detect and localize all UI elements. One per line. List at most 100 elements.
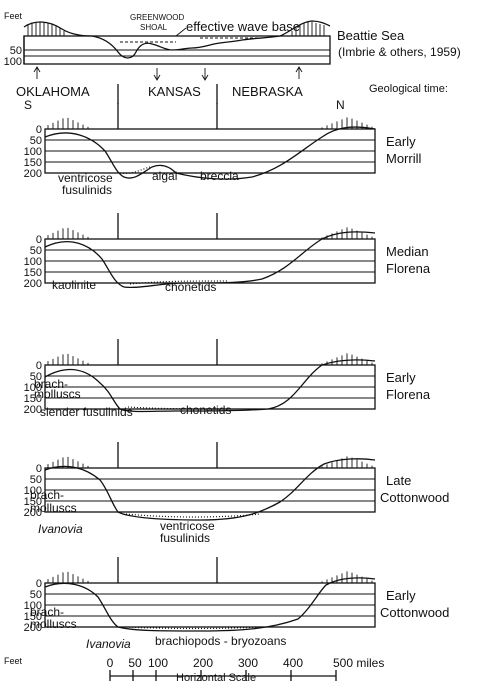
state-header: OKLAHOMA KANSAS NEBRASKA S N Geological …: [16, 83, 448, 112]
scale-tick-400: 400: [283, 656, 303, 670]
depth-tick-0: 0: [36, 360, 42, 372]
top-depth-100: 100: [4, 56, 22, 68]
geological-time-1: Early: [386, 588, 416, 603]
effective-wave-base-label: effective wave base: [186, 19, 300, 34]
scale-tick-200: 200: [193, 656, 213, 670]
top-sea-floor-profile: [23, 20, 331, 59]
geological-time-2: Florena: [386, 261, 431, 276]
facies-label: algal: [152, 169, 177, 183]
facies-label: slender fusulinids: [40, 405, 133, 419]
depth-tick-150: 150: [24, 611, 42, 623]
depth-tick-100: 100: [24, 485, 42, 497]
horizontal-scale: Feet 0 50 100 200 300 400 500 miles Hori…: [4, 656, 384, 684]
geological-time-2: Cottonwood: [380, 490, 449, 505]
facies-label: brach-: [30, 605, 64, 619]
facies-label: kaolinite: [52, 278, 96, 292]
depth-tick-50: 50: [30, 371, 42, 383]
facies-label: ventricose: [160, 519, 215, 533]
bottom-feet-label: Feet: [4, 656, 23, 666]
land-hatching: [47, 353, 373, 365]
direction-north: N: [336, 98, 345, 112]
facies-label: fusulinids: [160, 531, 210, 545]
depth-tick-100: 100: [24, 146, 42, 158]
facies-label: Ivanovia: [86, 637, 131, 651]
beattie-sea-source: (Imbrie & others, 1959): [338, 45, 461, 59]
state-kansas: KANSAS: [148, 84, 201, 99]
geological-time-1: Median: [386, 244, 429, 259]
depth-tick-100: 100: [24, 382, 42, 394]
land-hatching: [47, 456, 373, 468]
top-profile: Feet 50 100 GREENWOOD SHOAL effective wa…: [4, 11, 461, 81]
facies-label: brach-: [30, 488, 64, 502]
facies-label: brachiopods - bryozoans: [155, 634, 286, 648]
scale-tick-100: 100: [148, 656, 168, 670]
facies-boundary: [125, 513, 261, 518]
facies-boundary: [129, 280, 229, 285]
depth-tick-100: 100: [24, 600, 42, 612]
scale-tick-300: 300: [238, 656, 258, 670]
depth-tick-150: 150: [24, 267, 42, 279]
depth-tick-50: 50: [30, 245, 42, 257]
top-depth-50: 50: [10, 45, 22, 57]
depth-tick-0: 0: [36, 463, 42, 475]
greenwood-shoal-label-2: SHOAL: [140, 23, 168, 32]
land-hatching: [47, 227, 373, 239]
depth-tick-50: 50: [30, 135, 42, 147]
scale-tick-0: 0: [107, 656, 114, 670]
direction-south: S: [24, 98, 32, 112]
facies-label: molluscs: [34, 387, 81, 401]
facies-label: molluscs: [30, 501, 77, 515]
depth-tick-0: 0: [36, 124, 42, 136]
greenwood-shoal-label-1: GREENWOOD: [130, 13, 184, 22]
top-land-hatching-right: [291, 22, 325, 36]
geological-time-1: Late: [386, 473, 411, 488]
cross-section-panels: 050100150200EarlyMorrillventricosefusuli…: [24, 103, 449, 651]
sea-floor-profile: [44, 458, 376, 521]
scale-tick-50: 50: [128, 656, 142, 670]
sea-floor-profile: [44, 231, 376, 289]
geological-time-label: Geological time:: [369, 83, 448, 95]
geological-time-2: Cottonwood: [380, 605, 449, 620]
depth-tick-0: 0: [36, 234, 42, 246]
facies-label: brach-: [34, 377, 68, 391]
depth-tick-200: 200: [24, 507, 42, 519]
sea-floor-profile: [44, 359, 376, 413]
depth-tick-100: 100: [24, 256, 42, 268]
geological-time-1: Early: [386, 134, 416, 149]
geological-time-2: Morrill: [386, 151, 421, 166]
facies-label: chonetids: [180, 403, 231, 417]
state-nebraska: NEBRASKA: [232, 84, 303, 99]
sea-floor-profile: [44, 126, 376, 180]
facies-boundary: [127, 406, 233, 410]
depth-tick-200: 200: [24, 622, 42, 634]
facies-label: Ivanovia: [38, 522, 83, 536]
top-feet-label: Feet: [4, 11, 23, 21]
facies-label: fusulinids: [62, 183, 112, 197]
depth-tick-200: 200: [24, 404, 42, 416]
facies-label: ventricose: [58, 171, 113, 185]
facies-boundary: [125, 626, 263, 630]
sea-floor-profile: [44, 577, 376, 632]
depth-tick-50: 50: [30, 474, 42, 486]
depth-tick-150: 150: [24, 157, 42, 169]
geological-time-1: Early: [386, 370, 416, 385]
depth-tick-150: 150: [24, 393, 42, 405]
facies-label: breccia: [200, 169, 239, 183]
beattie-sea-title: Beattie Sea: [337, 28, 405, 43]
top-land-hatching-left: [27, 22, 65, 36]
scale-tick-500-miles: 500 miles: [333, 656, 384, 670]
top-section-arrows: [33, 66, 303, 81]
depth-tick-200: 200: [24, 278, 42, 290]
land-hatching: [47, 571, 373, 583]
horizontal-scale-title: Horizontal Scale: [176, 672, 256, 684]
facies-label: chonetids: [165, 280, 216, 294]
state-oklahoma: OKLAHOMA: [16, 84, 90, 99]
land-hatching: [47, 117, 373, 129]
depth-tick-200: 200: [24, 168, 42, 180]
